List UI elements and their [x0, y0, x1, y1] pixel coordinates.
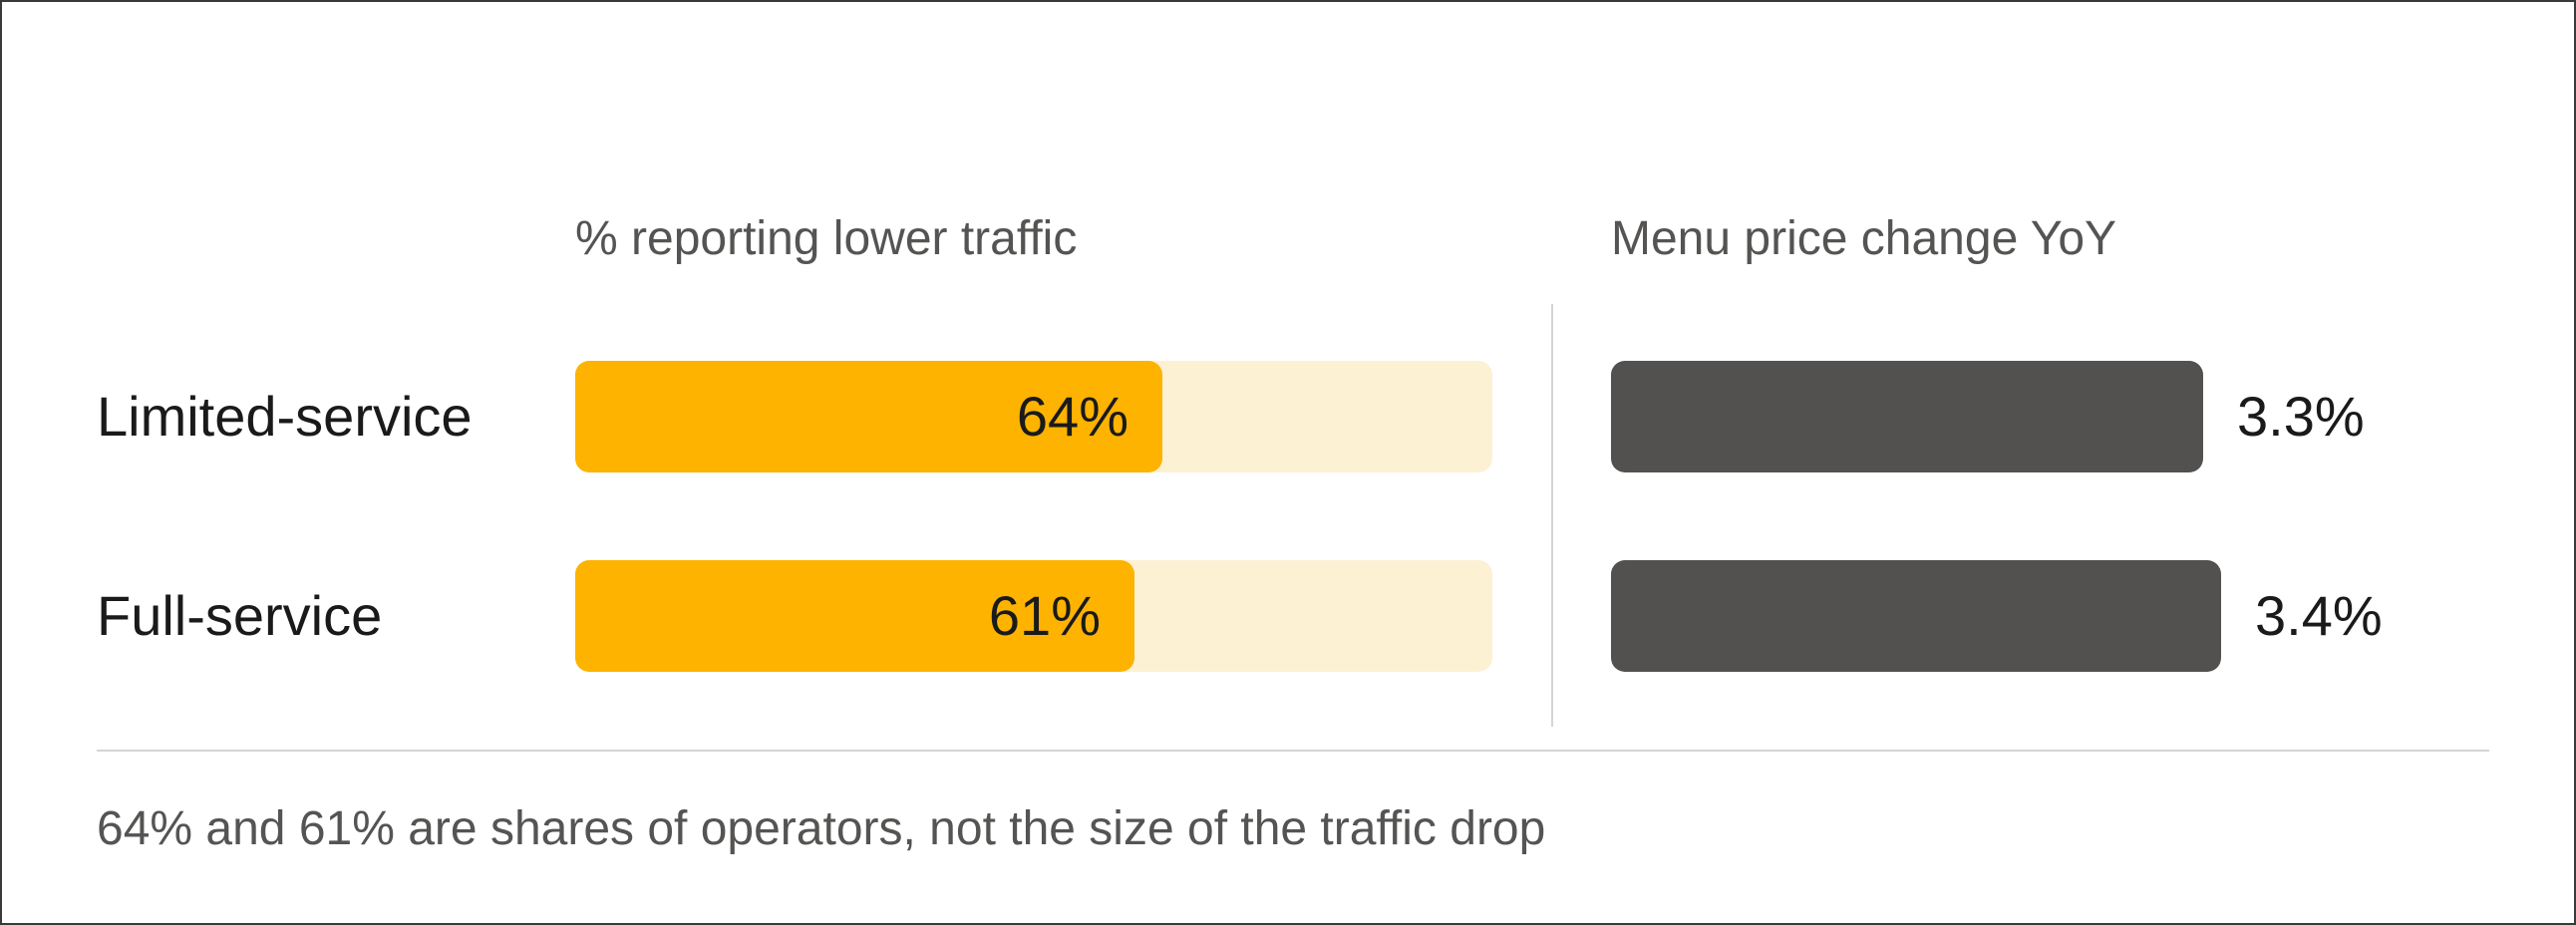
traffic-value-label-limited-service: 64% [1016, 385, 1128, 448]
panel-divider [1551, 304, 1553, 727]
price-value-label-limited-service: 3.3% [2237, 385, 2365, 448]
footnote: 64% and 61% are shares of operators, not… [97, 802, 1546, 855]
traffic-bar-full-service [575, 560, 1134, 672]
row-label-limited-service: Limited-service [97, 385, 473, 448]
traffic-panel-title: % reporting lower traffic [575, 212, 1078, 265]
footnote-divider [97, 750, 2489, 752]
price-bar-full-service [1611, 560, 2221, 672]
row-label-full-service: Full-service [97, 584, 383, 647]
price-panel-title: Menu price change YoY [1611, 212, 2117, 265]
traffic-bar-limited-service [575, 361, 1162, 472]
price-bar-limited-service [1611, 361, 2203, 472]
traffic-value-label-full-service: 61% [988, 584, 1101, 647]
price-value-label-full-service: 3.4% [2255, 584, 2383, 647]
